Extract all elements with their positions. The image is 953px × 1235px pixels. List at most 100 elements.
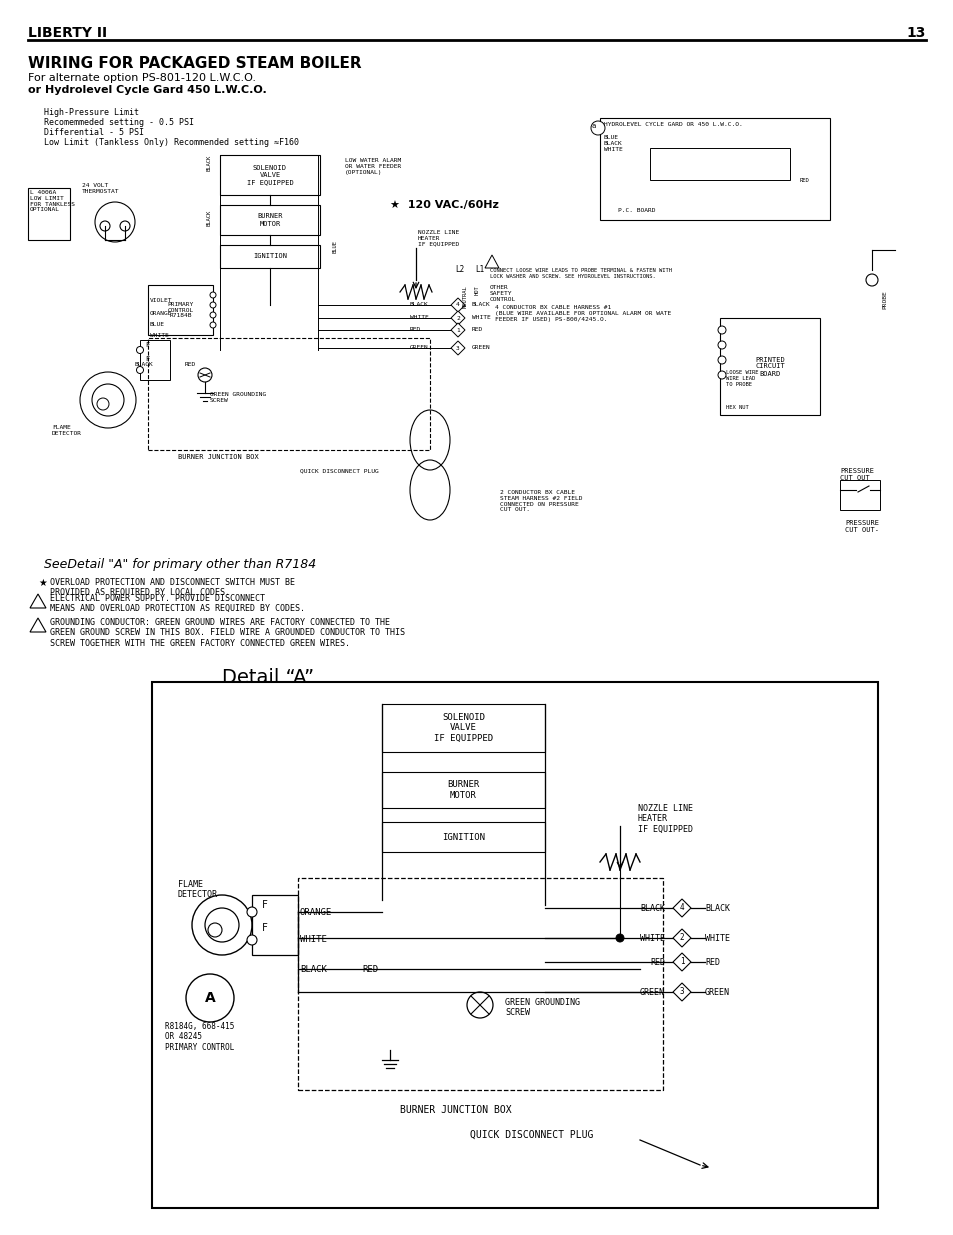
- Text: PRESSURE
CUT OUT: PRESSURE CUT OUT: [840, 468, 873, 480]
- Text: GREEN: GREEN: [704, 988, 729, 997]
- Text: 24 VOLT
THERMOSTAT: 24 VOLT THERMOSTAT: [82, 183, 119, 194]
- Bar: [148, 285, 213, 335]
- Text: A: A: [204, 990, 215, 1005]
- Polygon shape: [451, 324, 464, 337]
- Text: Differential - 5 PSI: Differential - 5 PSI: [44, 128, 144, 137]
- Text: GREEN GROUNDING
SCREW: GREEN GROUNDING SCREW: [504, 998, 579, 1018]
- Text: HEX NUT: HEX NUT: [725, 405, 748, 410]
- Text: a: a: [591, 124, 596, 128]
- Text: PRIMARY
CONTROL
R7184B: PRIMARY CONTROL R7184B: [167, 301, 193, 319]
- Text: BLACK: BLACK: [299, 965, 327, 974]
- Text: RED: RED: [472, 327, 483, 332]
- Polygon shape: [672, 899, 690, 918]
- Text: F

F: F F: [262, 900, 268, 934]
- Text: L 4006A
LOW LIMIT
FOR TANKLESS
OPTIONAL: L 4006A LOW LIMIT FOR TANKLESS OPTIONAL: [30, 190, 75, 212]
- Text: GREEN: GREEN: [472, 345, 490, 350]
- Text: GREEN: GREEN: [639, 988, 664, 997]
- Circle shape: [210, 291, 215, 298]
- Text: 3: 3: [679, 988, 683, 997]
- Text: BLUE
BLACK
WHITE: BLUE BLACK WHITE: [603, 135, 622, 152]
- Polygon shape: [451, 298, 464, 312]
- Circle shape: [718, 326, 725, 333]
- Text: PRINTED
CIRCUIT
BOARD: PRINTED CIRCUIT BOARD: [755, 357, 784, 377]
- Text: ★  120 VAC./60Hz: ★ 120 VAC./60Hz: [390, 200, 498, 210]
- Circle shape: [91, 384, 124, 416]
- Text: HYDROLEVEL CYCLE GARD OR 450 L.W.C.O.: HYDROLEVEL CYCLE GARD OR 450 L.W.C.O.: [603, 122, 742, 127]
- Bar: [28, 188, 70, 240]
- Polygon shape: [451, 311, 464, 325]
- Text: OVERLOAD PROTECTION AND DISCONNECT SWITCH MUST BE
PROVIDED AS REQUIRED BY LOCAL : OVERLOAD PROTECTION AND DISCONNECT SWITC…: [50, 578, 294, 598]
- Text: HOT: HOT: [475, 285, 479, 295]
- Text: BURNER
MOTOR: BURNER MOTOR: [257, 214, 282, 226]
- Text: 4: 4: [456, 303, 459, 308]
- Text: RED: RED: [185, 362, 196, 367]
- Text: BURNER JUNCTION BOX: BURNER JUNCTION BOX: [178, 454, 258, 459]
- Text: 2 CONDUCTOR BX CABLE
STEAM HARNESS #2 FIELD
CONNECTED ON PRESSURE
CUT OUT.: 2 CONDUCTOR BX CABLE STEAM HARNESS #2 FI…: [499, 490, 582, 513]
- Circle shape: [100, 221, 110, 231]
- Text: BLACK: BLACK: [410, 303, 428, 308]
- Text: BURNER
MOTOR: BURNER MOTOR: [447, 781, 479, 800]
- Text: F

F: F F: [145, 342, 149, 362]
- Circle shape: [718, 341, 725, 350]
- Text: Low Limit (Tankless Only) Recommended setting ≈F160: Low Limit (Tankless Only) Recommended se…: [44, 138, 298, 147]
- Text: ★: ★: [38, 578, 47, 588]
- Polygon shape: [451, 341, 464, 354]
- Text: GREEN GROUNDING
SCREW: GREEN GROUNDING SCREW: [210, 391, 266, 403]
- Text: BURNER JUNCTION BOX: BURNER JUNCTION BOX: [399, 1105, 511, 1115]
- Text: 2: 2: [456, 315, 459, 321]
- Bar: [220, 156, 319, 195]
- Text: For alternate option PS-801-120 L.W.C.O.: For alternate option PS-801-120 L.W.C.O.: [28, 73, 255, 83]
- Circle shape: [467, 992, 493, 1018]
- Text: GROUNDING CONDUCTOR: GREEN GROUND WIRES ARE FACTORY CONNECTED TO THE
GREEN GROUN: GROUNDING CONDUCTOR: GREEN GROUND WIRES …: [50, 618, 405, 648]
- Bar: [148, 338, 430, 450]
- Text: RED: RED: [649, 958, 664, 967]
- Text: BLACK: BLACK: [207, 156, 212, 172]
- Text: P.C. BOARD: P.C. BOARD: [618, 207, 655, 212]
- Text: BLACK: BLACK: [639, 904, 664, 913]
- Circle shape: [136, 367, 143, 373]
- Circle shape: [616, 934, 623, 942]
- Bar: [152, 682, 877, 1208]
- Text: SOLENOID
VALVE
IF EQUIPPED: SOLENOID VALVE IF EQUIPPED: [247, 165, 294, 185]
- Text: ORANGE: ORANGE: [150, 311, 172, 316]
- Polygon shape: [672, 929, 690, 947]
- Circle shape: [210, 312, 215, 317]
- Circle shape: [95, 203, 135, 242]
- Bar: [220, 245, 319, 268]
- Text: Recomemmeded setting - 0.5 PSI: Recomemmeded setting - 0.5 PSI: [44, 119, 193, 127]
- Text: GREEN: GREEN: [410, 345, 428, 350]
- Circle shape: [120, 221, 130, 231]
- Text: 1: 1: [679, 957, 683, 967]
- Bar: [381, 772, 544, 808]
- Bar: [840, 480, 879, 510]
- Text: LOOSE WIRE
WIRE LEAD
TO PROBE: LOOSE WIRE WIRE LEAD TO PROBE: [725, 370, 758, 387]
- Text: WHITE: WHITE: [299, 935, 327, 944]
- Text: WHITE: WHITE: [639, 934, 664, 944]
- Bar: [381, 704, 544, 752]
- Text: 4: 4: [679, 904, 683, 913]
- Polygon shape: [672, 983, 690, 1002]
- Text: QUICK DISCONNECT PLUG: QUICK DISCONNECT PLUG: [470, 1130, 593, 1140]
- Circle shape: [136, 347, 143, 353]
- Circle shape: [208, 923, 222, 937]
- Polygon shape: [672, 953, 690, 971]
- Text: BLACK: BLACK: [207, 210, 212, 226]
- Text: RED: RED: [704, 958, 720, 967]
- Text: WHITE: WHITE: [410, 315, 428, 320]
- Text: RED: RED: [410, 327, 421, 332]
- Text: NOZZLE LINE
HEATER
IF EQUIPPED: NOZZLE LINE HEATER IF EQUIPPED: [638, 804, 692, 834]
- Circle shape: [865, 274, 877, 287]
- Text: Detail “A”: Detail “A”: [222, 668, 314, 687]
- Circle shape: [210, 303, 215, 308]
- Text: ORANGE: ORANGE: [299, 908, 332, 918]
- Text: PRESSURE
CUT OUT-: PRESSURE CUT OUT-: [844, 520, 878, 534]
- Bar: [297, 878, 662, 1091]
- Circle shape: [192, 895, 252, 955]
- Text: PROBE: PROBE: [882, 290, 886, 309]
- Bar: [720, 317, 820, 415]
- Text: WHITE: WHITE: [150, 333, 169, 338]
- Text: NEUTRAL: NEUTRAL: [462, 285, 468, 308]
- Text: RED: RED: [800, 178, 809, 183]
- Circle shape: [247, 935, 256, 945]
- Text: ELECTRICAL POWER SUPPLY. PROVIDE DISCONNECT
MEANS AND OVERLOAD PROTECTION AS REQ: ELECTRICAL POWER SUPPLY. PROVIDE DISCONN…: [50, 594, 305, 614]
